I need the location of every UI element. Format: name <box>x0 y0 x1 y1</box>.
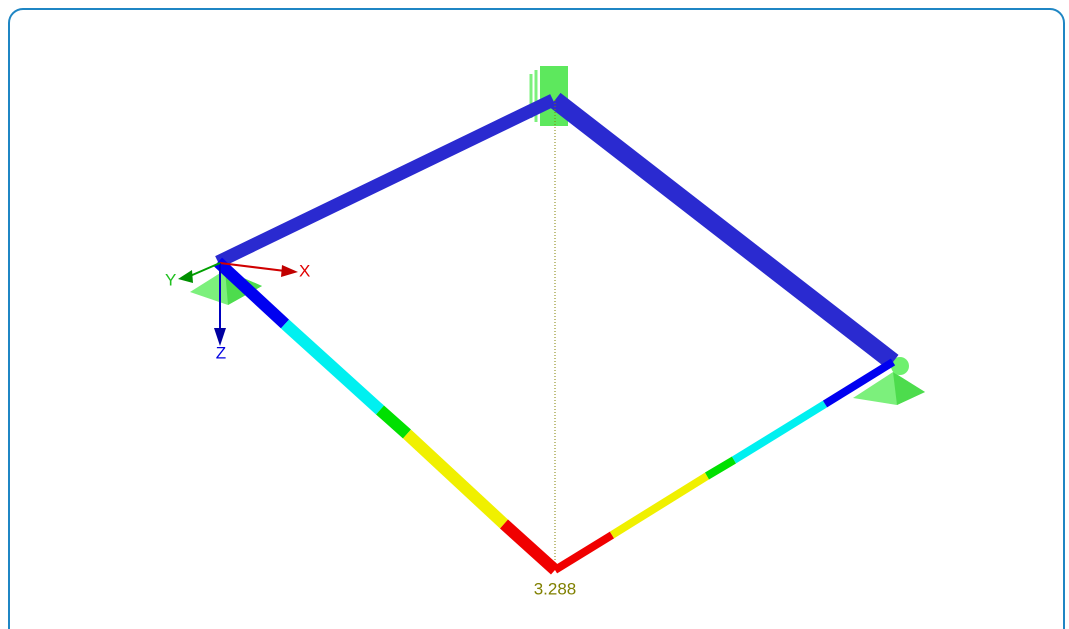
model-view: X Y Z 3.288 <box>0 0 1069 629</box>
x-axis-label: X <box>299 261 310 280</box>
result-value: 3.288 <box>534 579 577 598</box>
y-axis-label: Y <box>165 270 176 289</box>
z-axis-label: Z <box>216 343 226 362</box>
